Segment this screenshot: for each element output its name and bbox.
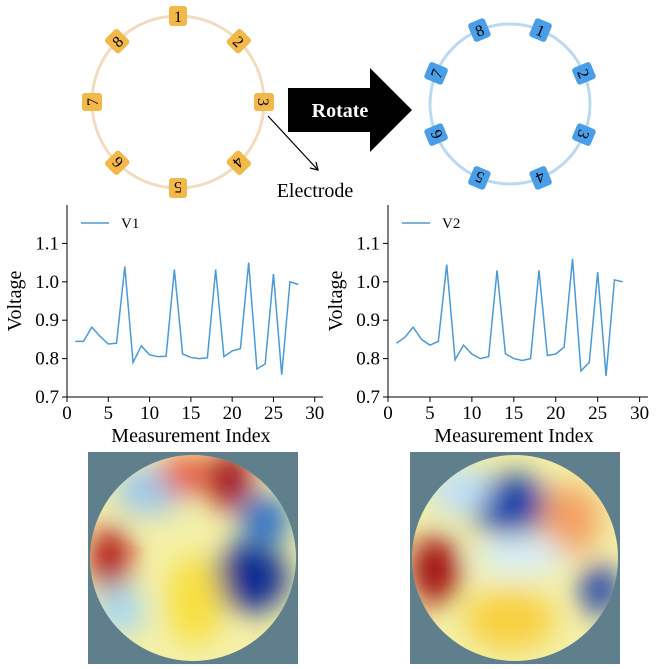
x-tick-label: 5 [425, 403, 435, 424]
y-tick-label: 0.9 [35, 310, 59, 331]
x-axis-label: Measurement Index [111, 425, 270, 447]
x-tick-label: 30 [630, 403, 649, 424]
callout-line [267, 115, 319, 171]
y-tick-label: 1.1 [35, 233, 59, 254]
x-axis-label: Measurement Index [434, 425, 593, 447]
electrode-pad [226, 28, 252, 54]
electrode: 7 [424, 62, 448, 85]
electrode-label: 1 [174, 9, 182, 26]
legend-label: V1 [121, 216, 139, 232]
electrode-label: 3 [254, 98, 271, 106]
electrode: 8 [468, 18, 491, 42]
electrode: 3 [254, 93, 274, 111]
electrode-pad [254, 93, 274, 111]
electrode-label: 5 [174, 178, 182, 195]
electrode-pad [468, 18, 491, 42]
electrode-pad [529, 166, 552, 190]
x-tick-label: 30 [305, 403, 324, 424]
y-tick-label: 1.0 [35, 272, 59, 293]
x-tick-label: 25 [588, 403, 607, 424]
y-tick-label: 0.8 [35, 349, 59, 370]
electrode-pad [104, 28, 130, 54]
electrode-label: 7 [85, 98, 102, 106]
arrow-label: Rotate [312, 100, 369, 122]
arrow [288, 68, 412, 152]
heatmap-right [412, 455, 618, 661]
electrode-pad [572, 62, 596, 85]
electrode: 6 [104, 150, 130, 176]
electrode: 4 [226, 150, 252, 176]
x-tick-label: 15 [181, 403, 200, 424]
data-line [395, 258, 624, 376]
y-axis-label: Voltage [4, 271, 26, 332]
x-tick-label: 10 [462, 403, 481, 424]
y-tick-label: 1.1 [356, 233, 380, 254]
electrode: 5 [468, 166, 491, 190]
x-tick-label: 15 [504, 403, 523, 424]
electrode-pad [468, 166, 491, 190]
electrode: 1 [529, 18, 552, 42]
electrode-pad [424, 123, 448, 146]
electrode-pad [104, 150, 130, 176]
x-tick-label: 20 [546, 403, 565, 424]
x-tick-label: 25 [264, 403, 283, 424]
electrode: 3 [572, 123, 596, 146]
y-tick-label: 0.9 [356, 310, 380, 331]
electrode-pad [82, 93, 102, 111]
x-tick-label: 0 [383, 403, 393, 424]
x-tick-label: 5 [104, 403, 114, 424]
electrode-pad [529, 18, 552, 42]
legend-label: V2 [442, 216, 460, 232]
x-tick-label: 0 [62, 403, 72, 424]
electrode: 1 [169, 6, 187, 26]
y-tick-label: 0.7 [35, 387, 59, 408]
x-tick-label: 20 [223, 403, 242, 424]
data-line [75, 262, 299, 375]
x-tick-label: 10 [140, 403, 159, 424]
electrode: 2 [226, 28, 252, 54]
y-tick-label: 1.0 [356, 272, 380, 293]
electrode-pad [424, 62, 448, 85]
electrode-pad [226, 150, 252, 176]
y-tick-label: 0.7 [356, 387, 380, 408]
electrode: 4 [529, 166, 552, 190]
ring-right [428, 22, 592, 186]
electrode-pad [169, 178, 187, 198]
electrode: 6 [424, 123, 448, 146]
electrode-pad [572, 123, 596, 146]
electrode: 8 [104, 28, 130, 54]
electrode: 5 [169, 178, 187, 198]
callout: Electrode [277, 180, 354, 202]
y-axis-label: Voltage [325, 271, 347, 332]
electrode: 2 [572, 62, 596, 85]
callout-arrowhead [309, 161, 319, 171]
electrode-pad [169, 6, 187, 26]
y-tick-label: 0.8 [356, 349, 380, 370]
electrode: 7 [82, 93, 102, 111]
